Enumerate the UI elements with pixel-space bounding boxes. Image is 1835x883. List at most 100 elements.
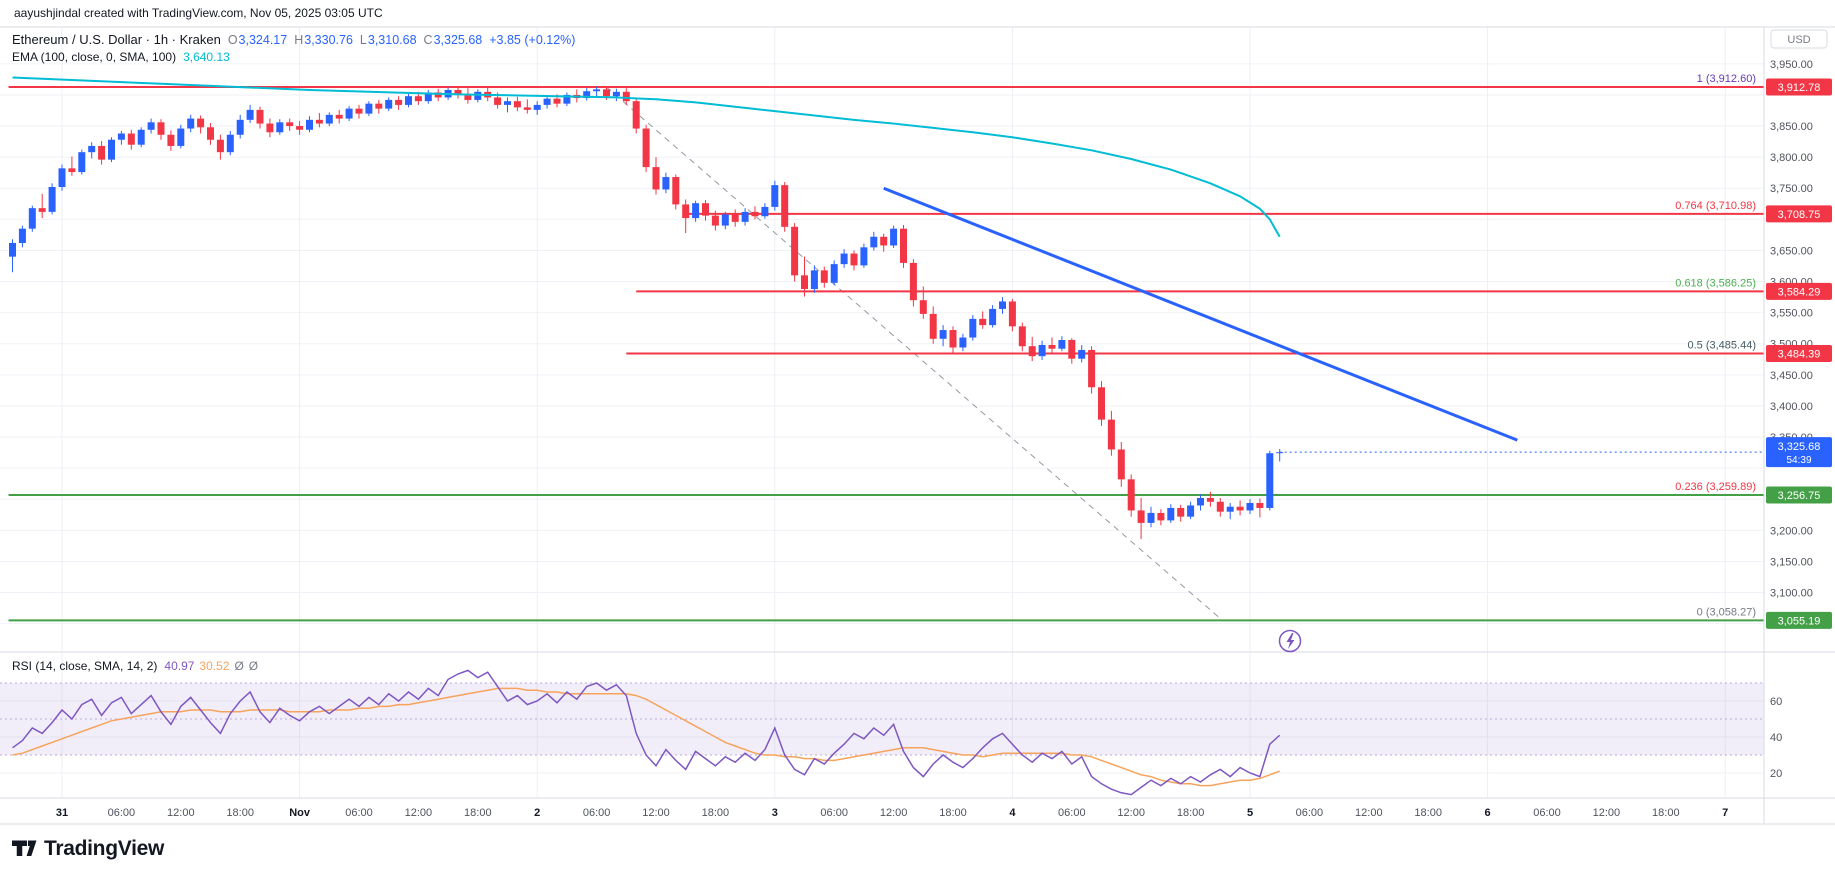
rsi-ma-line[interactable] xyxy=(12,687,1280,787)
svg-text:3,550.00: 3,550.00 xyxy=(1770,308,1813,320)
ema-title: EMA (100, close, 0, SMA, 100) xyxy=(12,50,177,64)
descending-trendline[interactable] xyxy=(883,186,1518,442)
rsi-value: 40.97 xyxy=(164,659,195,673)
svg-text:12:00: 12:00 xyxy=(1355,807,1383,819)
svg-text:12:00: 12:00 xyxy=(1117,807,1145,819)
currency-label-box xyxy=(1770,29,1828,49)
tradingview-logo[interactable]: TradingView xyxy=(12,836,164,861)
attribution-bar: aayushjindal created with TradingView.co… xyxy=(14,6,383,20)
svg-text:3,584.29: 3,584.29 xyxy=(1778,286,1821,298)
svg-text:12:00: 12:00 xyxy=(642,807,670,819)
svg-text:3,750.00: 3,750.00 xyxy=(1770,183,1813,195)
svg-text:18:00: 18:00 xyxy=(464,807,492,819)
svg-text:54:39: 54:39 xyxy=(1786,455,1811,466)
price-tag xyxy=(1766,611,1832,629)
svg-text:0.236 (3,259.89): 0.236 (3,259.89) xyxy=(1675,481,1756,493)
svg-text:06:00: 06:00 xyxy=(820,807,848,819)
symbol-title: Ethereum / U.S. Dollar · 1h · Kraken xyxy=(12,32,221,47)
svg-text:06:00: 06:00 xyxy=(1533,807,1561,819)
svg-text:3,950.00: 3,950.00 xyxy=(1770,59,1813,71)
svg-text:60: 60 xyxy=(1770,696,1782,708)
lightning-marker-icon[interactable] xyxy=(1278,629,1302,653)
rsi-band2-value: Ø xyxy=(248,659,259,673)
change-value: +3.85 (+0.12%) xyxy=(489,33,576,47)
fib-baseline-line[interactable] xyxy=(606,86,1221,619)
high-value: 3,330.76 xyxy=(304,33,353,47)
svg-text:3,912.78: 3,912.78 xyxy=(1778,82,1821,94)
svg-text:3,708.75: 3,708.75 xyxy=(1778,209,1821,221)
pane-frames xyxy=(0,26,1835,825)
svg-text:3,200.00: 3,200.00 xyxy=(1770,525,1813,537)
svg-text:12:00: 12:00 xyxy=(1593,807,1621,819)
svg-text:3,055.19: 3,055.19 xyxy=(1778,615,1821,627)
svg-text:18:00: 18:00 xyxy=(226,807,254,819)
svg-text:18:00: 18:00 xyxy=(939,807,967,819)
rsi-band xyxy=(0,682,1764,756)
price-levels-layer[interactable] xyxy=(8,86,1764,622)
svg-text:3: 3 xyxy=(772,807,778,819)
svg-text:18:00: 18:00 xyxy=(1414,807,1442,819)
svg-text:3,850.00: 3,850.00 xyxy=(1770,121,1813,133)
svg-text:1 (3,912.60): 1 (3,912.60) xyxy=(1697,73,1756,85)
price-tag xyxy=(1766,78,1832,96)
rsi-title: RSI (14, close, SMA, 14, 2) xyxy=(12,659,158,673)
price-tag xyxy=(1766,486,1832,504)
svg-text:3,100.00: 3,100.00 xyxy=(1770,588,1813,600)
svg-text:0.764 (3,710.98): 0.764 (3,710.98) xyxy=(1675,200,1756,212)
close-value: 3,325.68 xyxy=(433,33,483,47)
low-value: 3,310.68 xyxy=(367,33,417,47)
svg-text:31: 31 xyxy=(56,807,68,819)
time-axis[interactable]: 31 06:00 12:00 18:00 Nov 06:00 12:00 18:00 2 06:0… xyxy=(56,807,1728,819)
svg-text:06:00: 06:00 xyxy=(108,807,136,819)
svg-text:06:00: 06:00 xyxy=(1058,807,1086,819)
svg-text:3,150.00: 3,150.00 xyxy=(1770,556,1813,568)
candlestick-series[interactable] xyxy=(9,86,1284,540)
svg-text:3,484.39: 3,484.39 xyxy=(1778,348,1821,360)
svg-text:3,325.68: 3,325.68 xyxy=(1778,441,1821,453)
price-axis[interactable]: USD 3,950.00 3,850.00 3,800.00 3,750.00 3,650… xyxy=(1766,29,1832,780)
high-label: H xyxy=(294,33,304,47)
price-tag xyxy=(1766,437,1832,468)
svg-text:0.5 (3,485.44): 0.5 (3,485.44) xyxy=(1688,339,1757,351)
fib-labels: 1 (3,912.60) 0.764 (3,710.98) 0.618 (3,586… xyxy=(1675,73,1756,618)
svg-text:3,800.00: 3,800.00 xyxy=(1770,152,1813,164)
svg-text:18:00: 18:00 xyxy=(1177,807,1205,819)
svg-text:7: 7 xyxy=(1722,807,1728,819)
svg-text:6: 6 xyxy=(1485,807,1491,819)
svg-text:0 (3,058.27): 0 (3,058.27) xyxy=(1697,606,1756,618)
svg-text:Nov: Nov xyxy=(289,807,311,819)
svg-text:40: 40 xyxy=(1770,732,1782,744)
main-legend: Ethereum / U.S. Dollar · 1h · Kraken O3,3… xyxy=(12,31,575,65)
svg-text:06:00: 06:00 xyxy=(583,807,611,819)
svg-text:20: 20 xyxy=(1770,768,1782,780)
price-tag xyxy=(1766,282,1832,300)
ema-line[interactable] xyxy=(12,76,1281,238)
svg-text:3,256.75: 3,256.75 xyxy=(1778,490,1821,502)
ema-legend[interactable]: EMA (100, close, 0, SMA, 100) 3,640.13 xyxy=(12,48,575,65)
ema-value: 3,640.13 xyxy=(183,50,230,64)
price-tag xyxy=(1766,344,1832,362)
low-label: L xyxy=(359,33,367,47)
tradingview-mark-icon xyxy=(12,840,37,856)
open-label: O xyxy=(227,33,238,47)
svg-text:USD: USD xyxy=(1787,34,1810,46)
svg-text:12:00: 12:00 xyxy=(405,807,433,819)
svg-text:0.618 (3,586.25): 0.618 (3,586.25) xyxy=(1675,277,1756,289)
svg-text:06:00: 06:00 xyxy=(345,807,373,819)
close-label: C xyxy=(423,33,433,47)
svg-text:12:00: 12:00 xyxy=(880,807,908,819)
svg-text:5: 5 xyxy=(1247,807,1253,819)
rsi-ma-value: 30.52 xyxy=(199,659,230,673)
svg-text:06:00: 06:00 xyxy=(1296,807,1324,819)
svg-text:2: 2 xyxy=(534,807,540,819)
grid-layer xyxy=(0,27,1764,798)
rsi-legend[interactable]: RSI (14, close, SMA, 14, 2) 40.97 30.52 Ø Ø xyxy=(12,657,258,674)
rsi-line[interactable] xyxy=(12,669,1281,796)
symbol-legend[interactable]: Ethereum / U.S. Dollar · 1h · Kraken O3,3… xyxy=(12,31,575,48)
svg-text:3,400.00: 3,400.00 xyxy=(1770,401,1813,413)
svg-text:18:00: 18:00 xyxy=(702,807,730,819)
price-tag xyxy=(1766,205,1832,223)
svg-text:3,450.00: 3,450.00 xyxy=(1770,370,1813,382)
open-value: 3,324.17 xyxy=(238,33,288,47)
